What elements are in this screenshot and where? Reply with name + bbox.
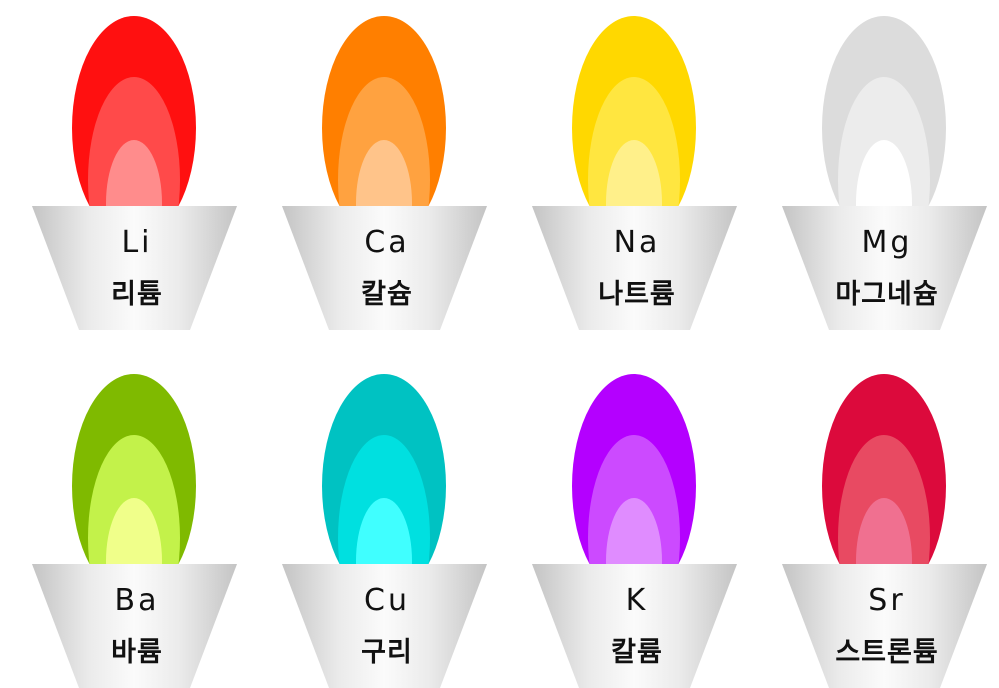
flame-inner (106, 140, 162, 206)
flame-shape (572, 374, 696, 564)
flame-cell-li: Li 리튬 (32, 0, 242, 330)
burner-cup (32, 564, 237, 688)
element-symbol: Ba (114, 583, 160, 618)
burner-cup (32, 206, 237, 330)
element-name: 나트륨 (598, 279, 676, 310)
flame-inner (356, 140, 412, 206)
flame-li (32, 16, 237, 330)
flame-shape (72, 16, 196, 206)
element-name: 바륨 (111, 637, 163, 668)
flame-inner (856, 498, 912, 564)
element-symbol: Ca (364, 225, 410, 260)
element-symbol: Sr (868, 583, 906, 618)
flame-inner (356, 498, 412, 564)
burner-cup (532, 206, 737, 330)
element-name: 칼슘 (361, 279, 413, 310)
flame-na (532, 16, 737, 330)
element-symbol: K (625, 583, 649, 618)
element-name: 구리 (361, 637, 413, 668)
flame-shape (822, 374, 946, 564)
element-symbol: Na (613, 225, 661, 260)
element-symbol: Mg (861, 225, 913, 260)
flame-cell-cu: Cu 구리 (282, 358, 492, 688)
burner-cup (282, 564, 487, 688)
flame-cell-na: Na 나트륨 (532, 0, 742, 330)
flame-shape (322, 16, 446, 206)
flame-cell-ba: Ba 바륨 (32, 358, 242, 688)
element-name: 리튬 (111, 279, 163, 310)
flame-inner (606, 140, 662, 206)
flame-cell-mg: Mg 마그네슘 (782, 0, 992, 330)
flame-mg (782, 16, 987, 330)
burner-cup (282, 206, 487, 330)
flame-inner (106, 498, 162, 564)
flame-cell-ca: Ca 칼슘 (282, 0, 492, 330)
flame-shape (72, 374, 196, 564)
burner-cup (782, 206, 987, 330)
flame-inner (606, 498, 662, 564)
flame-shape (322, 374, 446, 564)
flame-sr (782, 374, 987, 688)
flame-ca (282, 16, 487, 330)
flame-cell-sr: Sr 스트론튬 (782, 358, 992, 688)
burner-cup (532, 564, 737, 688)
flame-cu (282, 374, 487, 688)
flame-k (532, 374, 737, 688)
element-name: 칼륨 (611, 637, 663, 668)
element-symbol: Cu (364, 583, 410, 618)
flame-shape (572, 16, 696, 206)
element-name: 스트론튬 (835, 637, 939, 668)
flame-cell-k: K 칼륨 (532, 358, 742, 688)
burner-cup (782, 564, 987, 688)
flame-shape (822, 16, 946, 206)
flame-ba (32, 374, 237, 688)
flame-inner (856, 140, 912, 206)
element-name: 마그네슘 (835, 279, 939, 310)
element-symbol: Li (121, 225, 153, 260)
